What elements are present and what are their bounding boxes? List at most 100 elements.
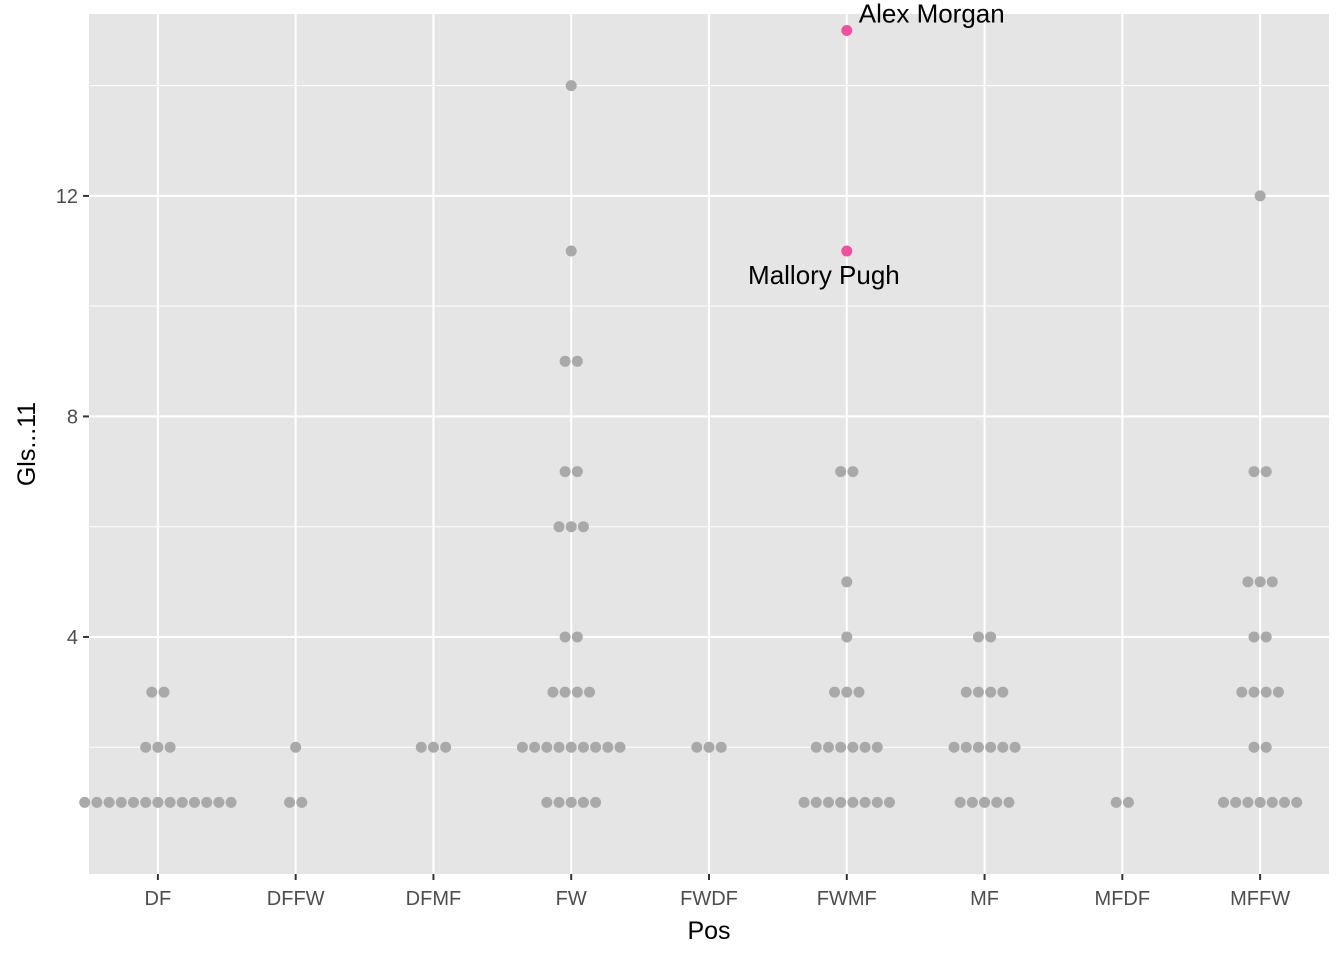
major-gridlines (89, 14, 1329, 874)
data-point (415, 741, 427, 753)
x-tick-label: MF (970, 888, 999, 910)
data-point (547, 686, 559, 698)
data-point (553, 741, 565, 753)
x-tick-label: MFFW (1230, 888, 1290, 910)
data-point (829, 686, 841, 698)
data-point (602, 741, 614, 753)
data-point (1291, 796, 1303, 808)
data-point (715, 741, 727, 753)
highlighted-points (841, 25, 853, 257)
data-point (847, 741, 859, 753)
data-point (960, 686, 972, 698)
data-point (810, 741, 822, 753)
data-point (1242, 576, 1254, 588)
data-point (1279, 796, 1291, 808)
data-point (871, 741, 883, 753)
data-point (127, 796, 139, 808)
data-point (565, 521, 577, 533)
x-tick-label: FWDF (680, 888, 738, 910)
data-point (115, 796, 127, 808)
x-axis-title: Pos (687, 917, 730, 945)
data-point (997, 686, 1009, 698)
highlight-point (841, 25, 853, 37)
data-point (859, 796, 871, 808)
data-point (529, 741, 541, 753)
data-point (152, 796, 164, 808)
data-point (841, 576, 853, 588)
data-point (440, 741, 452, 753)
data-point (822, 796, 834, 808)
x-tick-label: DFFW (267, 888, 325, 910)
data-point (991, 796, 1003, 808)
data-point (841, 686, 853, 698)
data-point (810, 796, 822, 808)
data-point (559, 686, 571, 698)
data-point (284, 796, 296, 808)
x-tick-label: DFMF (406, 888, 462, 910)
point-annotation-label: Mallory Pugh (748, 260, 900, 290)
data-point (835, 796, 847, 808)
data-point (1009, 741, 1021, 753)
data-point (584, 686, 596, 698)
x-tick-label: DF (145, 888, 172, 910)
data-point (1254, 190, 1266, 202)
data-point (516, 741, 528, 753)
data-point (565, 796, 577, 808)
data-point (577, 741, 589, 753)
data-point (1260, 466, 1272, 478)
data-point (847, 466, 859, 478)
data-point (541, 796, 553, 808)
data-point (225, 796, 237, 808)
x-tick-label: FW (556, 888, 587, 910)
data-point (972, 741, 984, 753)
data-point (691, 741, 703, 753)
data-point (1254, 796, 1266, 808)
data-point (553, 796, 565, 808)
data-point (158, 686, 170, 698)
data-point (1248, 741, 1260, 753)
data-point (1260, 631, 1272, 643)
data-point (571, 686, 583, 698)
data-point (614, 741, 626, 753)
data-point (296, 796, 308, 808)
data-point (1248, 466, 1260, 478)
y-tick-label: 12 (56, 186, 78, 208)
data-points (79, 80, 1303, 808)
data-point (565, 741, 577, 753)
data-point (152, 741, 164, 753)
data-point (835, 466, 847, 478)
data-point (79, 796, 91, 808)
data-point (164, 741, 176, 753)
data-point (559, 466, 571, 478)
data-point (703, 741, 715, 753)
data-point (798, 796, 810, 808)
x-axis: DF DFFW DFMF FW FWDF FWMF MF MFDF MFFW (145, 874, 1290, 910)
data-point (966, 796, 978, 808)
point-annotation-label: Alex Morgan (859, 0, 1005, 29)
data-point (883, 796, 895, 808)
y-tick-label: 8 (67, 406, 78, 428)
data-point (1248, 631, 1260, 643)
data-point (201, 796, 213, 808)
data-point (91, 796, 103, 808)
data-point (822, 741, 834, 753)
x-tick-label: MFDF (1095, 888, 1151, 910)
y-axis: 4 8 12 (56, 186, 89, 649)
data-point (140, 796, 152, 808)
data-point (176, 796, 188, 808)
data-point (571, 466, 583, 478)
data-point (859, 741, 871, 753)
data-point (1242, 796, 1254, 808)
data-point (565, 80, 577, 92)
data-point (553, 521, 565, 533)
data-point (565, 245, 577, 257)
data-point (541, 741, 553, 753)
data-point (103, 796, 115, 808)
data-point (213, 796, 225, 808)
data-point (577, 521, 589, 533)
data-point (972, 631, 984, 643)
data-point (1272, 686, 1284, 698)
data-point (1122, 796, 1134, 808)
data-point (571, 631, 583, 643)
